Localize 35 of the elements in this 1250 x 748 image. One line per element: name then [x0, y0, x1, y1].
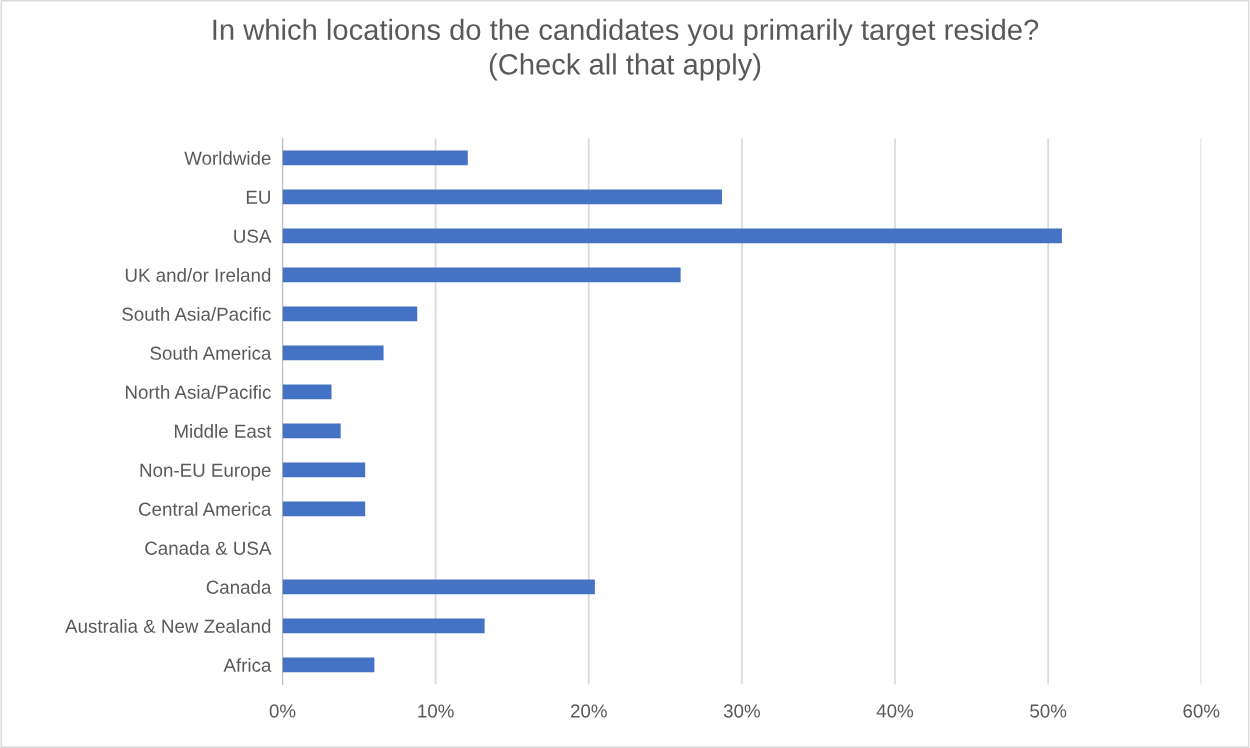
y-tick-label: Central America [138, 502, 272, 516]
y-tick-label: USA [234, 229, 272, 243]
bar [282, 228, 1062, 244]
x-tick-label: 60% [1183, 704, 1220, 718]
bar [282, 618, 485, 634]
y-tick-label: Canada & USA [145, 541, 272, 555]
x-tick-label: 20% [570, 704, 607, 718]
x-tick-label: 50% [1030, 704, 1067, 718]
bar [282, 579, 595, 595]
y-tick-label: Africa [223, 658, 272, 672]
y-tick-label: Canada [206, 580, 272, 594]
x-tick-label: 30% [723, 704, 760, 718]
bar [282, 345, 384, 361]
chart-title: In which locations do the candidates you primarily target reside? (Check all that apply) [213, 18, 1039, 81]
bar [282, 462, 366, 478]
bar [282, 384, 332, 400]
x-tick-label: 40% [876, 704, 914, 718]
y-tick-label: Non-EU Europe [140, 463, 271, 481]
y-tick-label: EU [246, 190, 270, 204]
bar [282, 657, 375, 673]
y-tick-label: UK and/or Ireland [125, 268, 271, 282]
bar [282, 501, 366, 517]
y-tick-label: North Asia/Pacific [125, 385, 271, 399]
y-tick-label: Australia & New Zealand [65, 619, 271, 633]
bar [282, 267, 681, 283]
bar [282, 189, 722, 205]
x-tick-label: 10% [418, 704, 454, 718]
bar [282, 306, 418, 322]
y-tick-label: Worldwide [184, 151, 271, 165]
x-tick-label: 0% [269, 704, 296, 718]
y-tick-label: Middle East [174, 424, 272, 438]
y-tick-label: South Asia/Pacific [122, 307, 271, 321]
bar [282, 150, 468, 166]
y-tick-label: South America [150, 346, 272, 360]
bar [282, 423, 341, 439]
